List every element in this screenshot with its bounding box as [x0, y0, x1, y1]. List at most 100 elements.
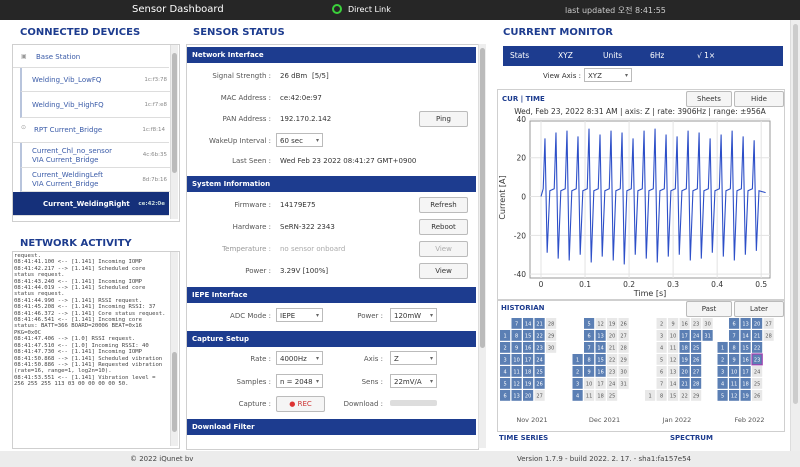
section-header: IEPE Interface [187, 287, 476, 303]
toolbar-item[interactable]: √ 1× [697, 51, 716, 60]
toolbar-item[interactable]: 6Hz [650, 51, 665, 60]
label: Hardware : [232, 223, 271, 231]
device-name: Current_Chl_no_sensor [32, 147, 112, 155]
value: [5/5] [312, 72, 329, 80]
panel-label: CUR | TIME [502, 95, 545, 103]
device-id: 1c:f7:e8 [144, 102, 167, 108]
section-title: NETWORK ACTIVITY [20, 238, 132, 249]
progress-bar [390, 400, 437, 406]
scrollbar [170, 45, 178, 219]
device-name: Welding_Vib_LowFQ [32, 76, 102, 84]
device-via: VIA Current_Bridge [32, 180, 99, 188]
label: Power : [357, 312, 383, 320]
log-line: 08:41:47.730 <-- [1.141] Incoming IOMP [14, 349, 142, 356]
value: 3.29V [100%] [280, 267, 329, 275]
panel-label: HISTORIAN [501, 304, 545, 312]
select[interactable]: XYZ [584, 68, 632, 83]
button[interactable]: View [419, 263, 468, 279]
log-line: 08:41:50.886 --> [1.141] Requested vibra… [14, 361, 163, 375]
toolbar-item[interactable]: Stats [510, 51, 530, 60]
section-title: CONNECTED DEVICES [20, 27, 141, 38]
device-name: Current_WeldingRight [43, 200, 130, 208]
button[interactable]: Ping [419, 111, 468, 127]
toolbar-item[interactable]: XYZ [558, 51, 573, 60]
log-line: 08:41:46.541 <-- [1.141] Incoming core s… [14, 317, 142, 336]
toolbar [503, 46, 783, 66]
button[interactable]: ● REC [276, 396, 325, 412]
scrollbar [790, 20, 800, 451]
historian-panel [497, 300, 785, 432]
device-item[interactable]: ▣ Base Station [13, 46, 169, 68]
label: Sens : [361, 378, 383, 386]
value: no sensor onboard [280, 245, 346, 253]
button[interactable]: Later [734, 301, 784, 317]
device-item[interactable]: ⊙ RPT Current_Bridge 1c:f8:14 [13, 118, 169, 143]
label: WakeUp Interval : [208, 137, 271, 145]
value: 192.170.2.142 [280, 115, 332, 123]
log-line: 08:41:44.019 --> [1.141] Scheduled core … [14, 285, 146, 298]
select[interactable]: 60 sec [276, 133, 323, 148]
panel-label: TIME SERIES [499, 434, 549, 442]
button[interactable]: Past [686, 301, 732, 317]
label: Rate : [250, 355, 271, 363]
device-item[interactable]: Current_Chl_no_sensor VIA Current_Bridge 4… [20, 143, 171, 168]
footer: © 2022 iQunet bv Version 1.7.9 - build 2… [0, 451, 800, 467]
panel-label: SPECTRUM [670, 434, 713, 442]
device-id: 1c:f8:14 [142, 127, 165, 133]
log-box [12, 251, 180, 449]
button[interactable]: Hide [734, 91, 784, 107]
device-item[interactable]: Welding_Vib_LowFQ 1c:f3:78 [20, 68, 171, 92]
log-line: 08:41:41.100 <-- [1.141] Incoming IOMP [14, 259, 142, 266]
last-updated: last updated 오전 8:41:55 [565, 6, 666, 15]
button-disabled: View [419, 241, 468, 257]
label: Download : [343, 400, 383, 408]
value: ce:42:0e:97 [280, 94, 322, 102]
button[interactable]: Reboot [419, 219, 468, 235]
button-label: REC [297, 400, 312, 408]
link-indicator [332, 4, 342, 14]
select[interactable]: 4000Hz [276, 351, 323, 366]
log-line: 08:41:53.551 <-- [1.141] Vibration level… [14, 374, 156, 388]
section-title: CURRENT MONITOR [503, 27, 613, 38]
label: ADC Mode : [230, 312, 271, 320]
button[interactable]: Sheets [686, 91, 732, 107]
section-header: Capture Setup [187, 331, 476, 347]
label: Axis : [363, 355, 383, 363]
label: MAC Address : [220, 94, 271, 102]
link-status: Direct Link [348, 5, 391, 14]
section-header: Download Filter [187, 419, 476, 435]
chart-panel [497, 89, 785, 300]
device-id: ce:42:0e [138, 201, 165, 207]
label: Power : [245, 267, 271, 275]
device-via: VIA Current_Bridge [32, 156, 99, 164]
value: 26 dBm [280, 72, 308, 80]
log-line: 08:41:45.208 <-- [1.141] Incoming RSSI: … [14, 304, 156, 311]
section-header: System Information [187, 176, 476, 192]
log-line: 08:41:42.217 --> [1.141] Scheduled core … [14, 265, 146, 279]
value: Wed Feb 23 2022 08:41:27 GMT+0900 [280, 157, 417, 165]
device-item[interactable]: Current_WeldingLeft VIA Current_Bridge 8d:… [20, 168, 171, 192]
log-line: 08:41:50.868 --> [1.141] Scheduled vibra… [14, 355, 163, 362]
log-line: 08:41:43.240 <-- [1.141] Incoming IOMP [14, 278, 142, 285]
label: Firmware : [234, 201, 271, 209]
device-name: Current_WeldingLeft [32, 171, 103, 179]
device-item-selected[interactable]: Current_WeldingRight ce:42:0e [13, 192, 169, 216]
section-title: SENSOR STATUS [193, 27, 285, 38]
value: SeRN-322 2343 [280, 223, 335, 231]
log: request. 08:41:41.100 <-- [1.141] Incomin… [14, 253, 168, 446]
device-item[interactable]: Welding_Vib_HighFQ 1c:f7:e8 [20, 92, 171, 118]
button[interactable]: Refresh [419, 197, 468, 213]
select[interactable]: 22mV/A [390, 374, 437, 389]
label: Capture : [238, 400, 271, 408]
device-name: Welding_Vib_HighFQ [32, 101, 104, 109]
select[interactable]: IEPE [276, 308, 323, 323]
log-line: request. [14, 253, 41, 259]
label: PAN Address : [222, 115, 271, 123]
label: View Axis : [543, 72, 581, 80]
select[interactable]: 120mW [390, 308, 437, 323]
select[interactable]: n = 2048 [276, 374, 323, 389]
toolbar-item[interactable]: Units [603, 51, 623, 60]
value: 14179E75 [280, 201, 316, 209]
select[interactable]: Z [390, 351, 437, 366]
